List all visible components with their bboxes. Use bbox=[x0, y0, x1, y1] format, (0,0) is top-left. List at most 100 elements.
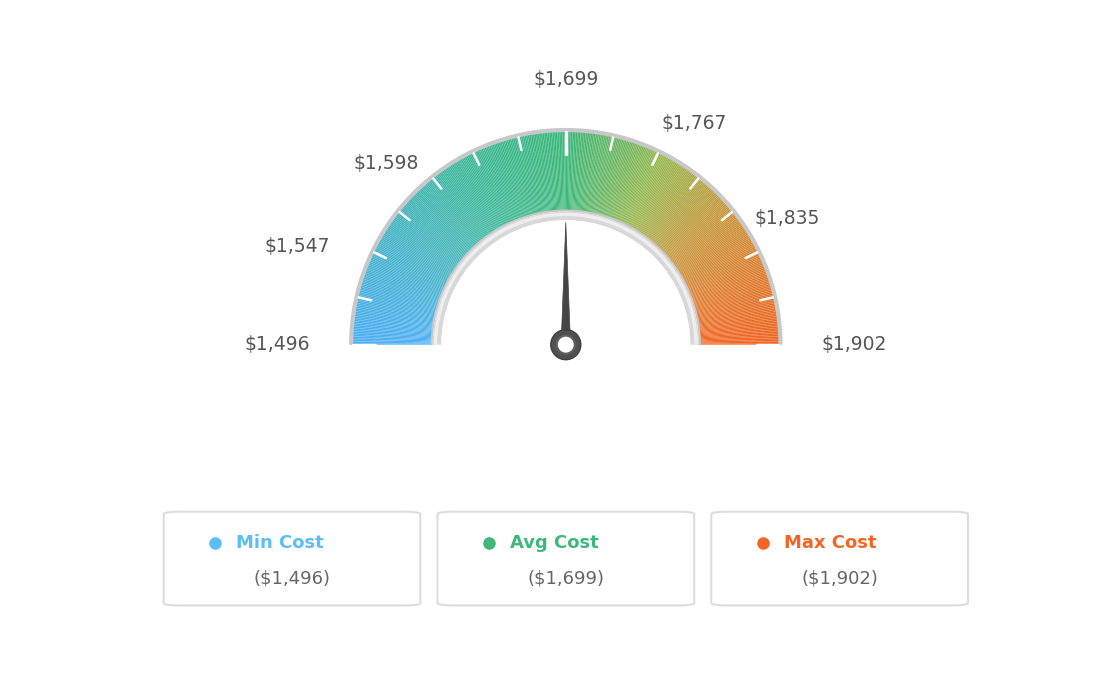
Wedge shape bbox=[647, 174, 698, 239]
Wedge shape bbox=[368, 259, 444, 293]
Wedge shape bbox=[618, 147, 651, 223]
Wedge shape bbox=[373, 248, 447, 286]
Wedge shape bbox=[587, 133, 603, 214]
Wedge shape bbox=[699, 338, 781, 342]
Wedge shape bbox=[603, 139, 627, 217]
Wedge shape bbox=[414, 192, 473, 250]
Wedge shape bbox=[561, 130, 564, 212]
Wedge shape bbox=[437, 172, 487, 238]
Wedge shape bbox=[558, 130, 562, 212]
Wedge shape bbox=[643, 169, 691, 237]
Wedge shape bbox=[490, 144, 520, 220]
Wedge shape bbox=[374, 246, 448, 284]
Polygon shape bbox=[561, 222, 571, 344]
Wedge shape bbox=[502, 139, 528, 217]
Wedge shape bbox=[699, 328, 779, 335]
Wedge shape bbox=[351, 342, 433, 344]
Wedge shape bbox=[495, 141, 522, 219]
Wedge shape bbox=[668, 206, 731, 260]
Wedge shape bbox=[392, 217, 459, 266]
Wedge shape bbox=[488, 144, 519, 221]
Wedge shape bbox=[475, 150, 510, 224]
Wedge shape bbox=[351, 339, 433, 342]
Wedge shape bbox=[607, 141, 634, 219]
Wedge shape bbox=[434, 213, 698, 344]
Wedge shape bbox=[689, 262, 765, 295]
Wedge shape bbox=[564, 130, 565, 212]
Wedge shape bbox=[407, 199, 468, 255]
Wedge shape bbox=[351, 330, 433, 336]
Wedge shape bbox=[641, 168, 689, 236]
Wedge shape bbox=[562, 130, 565, 212]
Circle shape bbox=[556, 335, 575, 354]
Wedge shape bbox=[591, 134, 607, 214]
Circle shape bbox=[551, 330, 581, 359]
Wedge shape bbox=[698, 316, 778, 328]
Wedge shape bbox=[416, 189, 474, 249]
Wedge shape bbox=[671, 215, 737, 265]
Wedge shape bbox=[355, 299, 436, 317]
Wedge shape bbox=[421, 186, 476, 247]
Wedge shape bbox=[699, 336, 781, 340]
Wedge shape bbox=[696, 299, 776, 317]
Wedge shape bbox=[571, 130, 576, 212]
Wedge shape bbox=[646, 173, 696, 239]
Wedge shape bbox=[352, 328, 433, 335]
Wedge shape bbox=[609, 141, 637, 219]
Wedge shape bbox=[480, 147, 513, 223]
Wedge shape bbox=[354, 308, 435, 323]
Wedge shape bbox=[364, 270, 440, 299]
Wedge shape bbox=[699, 330, 781, 336]
Wedge shape bbox=[532, 132, 546, 213]
Wedge shape bbox=[672, 216, 739, 266]
Wedge shape bbox=[618, 148, 652, 223]
Wedge shape bbox=[384, 230, 454, 274]
Wedge shape bbox=[691, 272, 768, 301]
Wedge shape bbox=[684, 247, 757, 285]
Wedge shape bbox=[585, 132, 599, 213]
Wedge shape bbox=[391, 219, 458, 267]
Wedge shape bbox=[692, 275, 769, 302]
Wedge shape bbox=[499, 140, 526, 218]
Wedge shape bbox=[597, 136, 617, 215]
Wedge shape bbox=[638, 164, 683, 233]
Polygon shape bbox=[561, 344, 571, 359]
Wedge shape bbox=[694, 288, 773, 310]
Wedge shape bbox=[656, 187, 713, 248]
Wedge shape bbox=[516, 135, 535, 215]
Wedge shape bbox=[574, 130, 581, 212]
Wedge shape bbox=[357, 293, 437, 313]
Wedge shape bbox=[686, 252, 760, 288]
Wedge shape bbox=[698, 313, 778, 326]
Wedge shape bbox=[696, 295, 775, 315]
Wedge shape bbox=[672, 217, 740, 266]
Wedge shape bbox=[619, 148, 655, 224]
Wedge shape bbox=[446, 166, 492, 234]
Wedge shape bbox=[368, 261, 444, 294]
Text: $1,767: $1,767 bbox=[661, 115, 726, 133]
Wedge shape bbox=[581, 131, 591, 213]
Wedge shape bbox=[359, 285, 438, 308]
Wedge shape bbox=[415, 190, 474, 250]
Wedge shape bbox=[432, 176, 484, 241]
Wedge shape bbox=[498, 141, 524, 219]
Text: $1,547: $1,547 bbox=[265, 237, 330, 256]
Wedge shape bbox=[539, 132, 550, 213]
Wedge shape bbox=[351, 336, 433, 340]
Wedge shape bbox=[351, 338, 433, 342]
Wedge shape bbox=[615, 145, 646, 221]
Wedge shape bbox=[699, 335, 781, 339]
Wedge shape bbox=[448, 164, 493, 233]
Wedge shape bbox=[445, 166, 492, 235]
Wedge shape bbox=[601, 137, 624, 217]
Wedge shape bbox=[424, 183, 478, 245]
Wedge shape bbox=[676, 223, 743, 270]
Wedge shape bbox=[468, 152, 507, 226]
Wedge shape bbox=[534, 132, 548, 213]
Wedge shape bbox=[698, 319, 779, 330]
Wedge shape bbox=[698, 311, 778, 325]
Wedge shape bbox=[538, 132, 549, 213]
Wedge shape bbox=[450, 163, 496, 233]
Wedge shape bbox=[647, 175, 699, 240]
Wedge shape bbox=[549, 130, 556, 212]
